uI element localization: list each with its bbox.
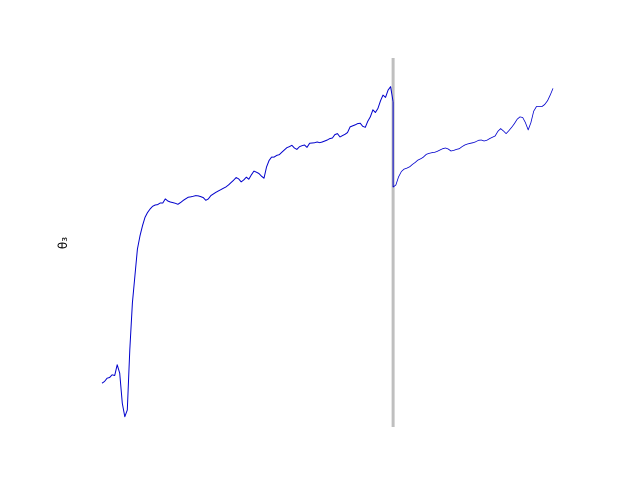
y-axis-label: θ₃ bbox=[56, 237, 70, 249]
plot-area bbox=[101, 58, 554, 427]
series-line-after-divider bbox=[392, 88, 554, 188]
series-line-main bbox=[101, 86, 394, 418]
